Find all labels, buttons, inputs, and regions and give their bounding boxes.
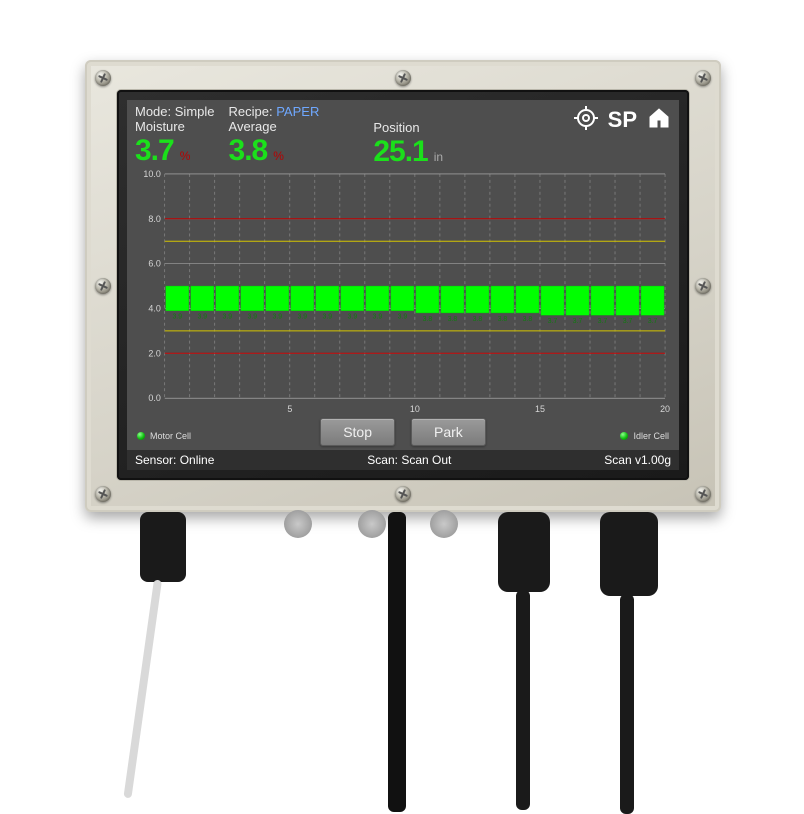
stop-button[interactable]: Stop — [320, 418, 395, 446]
svg-text:3.7: 3.7 — [598, 318, 608, 325]
svg-text:3.9: 3.9 — [348, 314, 358, 321]
svg-text:3.8: 3.8 — [423, 316, 433, 323]
svg-text:3.8: 3.8 — [448, 316, 458, 323]
hmi-screen: Mode: Simple Moisture 3.7 % Recipe: PAPE… — [127, 100, 679, 470]
svg-text:3.9: 3.9 — [373, 314, 383, 321]
led-icon — [137, 432, 145, 440]
sensor-status: Sensor: Online — [135, 453, 214, 467]
mode-label: Mode: Simple — [135, 104, 215, 119]
svg-text:5: 5 — [287, 404, 292, 414]
mount-pole — [388, 512, 406, 812]
svg-text:3.9: 3.9 — [323, 314, 333, 321]
connector — [430, 510, 458, 538]
svg-text:4.0: 4.0 — [148, 303, 160, 313]
svg-text:0.0: 0.0 — [148, 393, 160, 403]
svg-text:3.8: 3.8 — [473, 316, 483, 323]
position-unit: in — [434, 150, 443, 164]
average-value: 3.8 — [229, 136, 268, 166]
svg-text:3.9: 3.9 — [398, 314, 408, 321]
connector — [284, 510, 312, 538]
sp-button[interactable]: SP — [608, 107, 637, 133]
recipe-label: Recipe: PAPER — [229, 104, 320, 119]
svg-text:15: 15 — [535, 404, 545, 414]
svg-text:3.7: 3.7 — [548, 318, 558, 325]
cable — [123, 579, 162, 798]
moisture-label: Moisture — [135, 119, 215, 134]
park-button[interactable]: Park — [411, 418, 486, 446]
svg-text:3.9: 3.9 — [273, 314, 283, 321]
svg-text:3.7: 3.7 — [648, 318, 658, 325]
moisture-value: 3.7 — [135, 136, 174, 166]
svg-text:3.9: 3.9 — [298, 314, 308, 321]
svg-text:2.0: 2.0 — [148, 348, 160, 358]
status-bar: Sensor: Online Scan: Scan Out Scan v1.00… — [127, 450, 679, 470]
idler-cell-indicator: Idler Cell — [620, 431, 669, 441]
svg-text:3.9: 3.9 — [197, 314, 207, 321]
target-icon[interactable] — [574, 106, 598, 133]
svg-text:3.9: 3.9 — [247, 314, 257, 321]
moisture-chart: 0.0 2.0 4.0 6.0 8.0 10.0 5 10 15 20 3.9 3.9 3.9 3.9 3.… — [135, 168, 671, 416]
svg-text:20: 20 — [660, 404, 670, 414]
cable — [516, 590, 530, 810]
svg-text:3.8: 3.8 — [498, 316, 508, 323]
screen-bezel: Mode: Simple Moisture 3.7 % Recipe: PAPE… — [117, 90, 689, 480]
motor-cell-indicator: Motor Cell — [137, 431, 191, 441]
home-icon[interactable] — [647, 106, 671, 133]
position-label: Position — [373, 120, 443, 135]
svg-text:3.9: 3.9 — [222, 314, 232, 321]
connector — [498, 512, 550, 592]
connector — [140, 512, 186, 582]
svg-text:8.0: 8.0 — [148, 214, 160, 224]
device-enclosure: Mode: Simple Moisture 3.7 % Recipe: PAPE… — [85, 60, 721, 512]
moisture-readout: 3.7 % — [135, 136, 215, 166]
position-readout: 25.1 in — [373, 137, 443, 167]
header-row: Mode: Simple Moisture 3.7 % Recipe: PAPE… — [127, 100, 679, 167]
svg-text:3.8: 3.8 — [523, 316, 533, 323]
svg-text:3.7: 3.7 — [573, 318, 583, 325]
scan-status: Scan: Scan Out — [214, 453, 604, 467]
svg-text:3.9: 3.9 — [172, 314, 182, 321]
connector — [600, 512, 658, 596]
connector — [358, 510, 386, 538]
svg-text:10.0: 10.0 — [143, 169, 160, 179]
average-label: Average — [229, 119, 320, 134]
led-icon — [620, 432, 628, 440]
position-value: 25.1 — [373, 137, 427, 167]
version-label: Scan v1.00g — [604, 453, 671, 467]
cable — [620, 594, 634, 814]
average-unit: % — [273, 149, 284, 163]
svg-text:10: 10 — [410, 404, 420, 414]
svg-text:6.0: 6.0 — [148, 259, 160, 269]
average-readout: 3.8 % — [229, 136, 320, 166]
svg-text:3.7: 3.7 — [623, 318, 633, 325]
moisture-unit: % — [180, 149, 191, 163]
